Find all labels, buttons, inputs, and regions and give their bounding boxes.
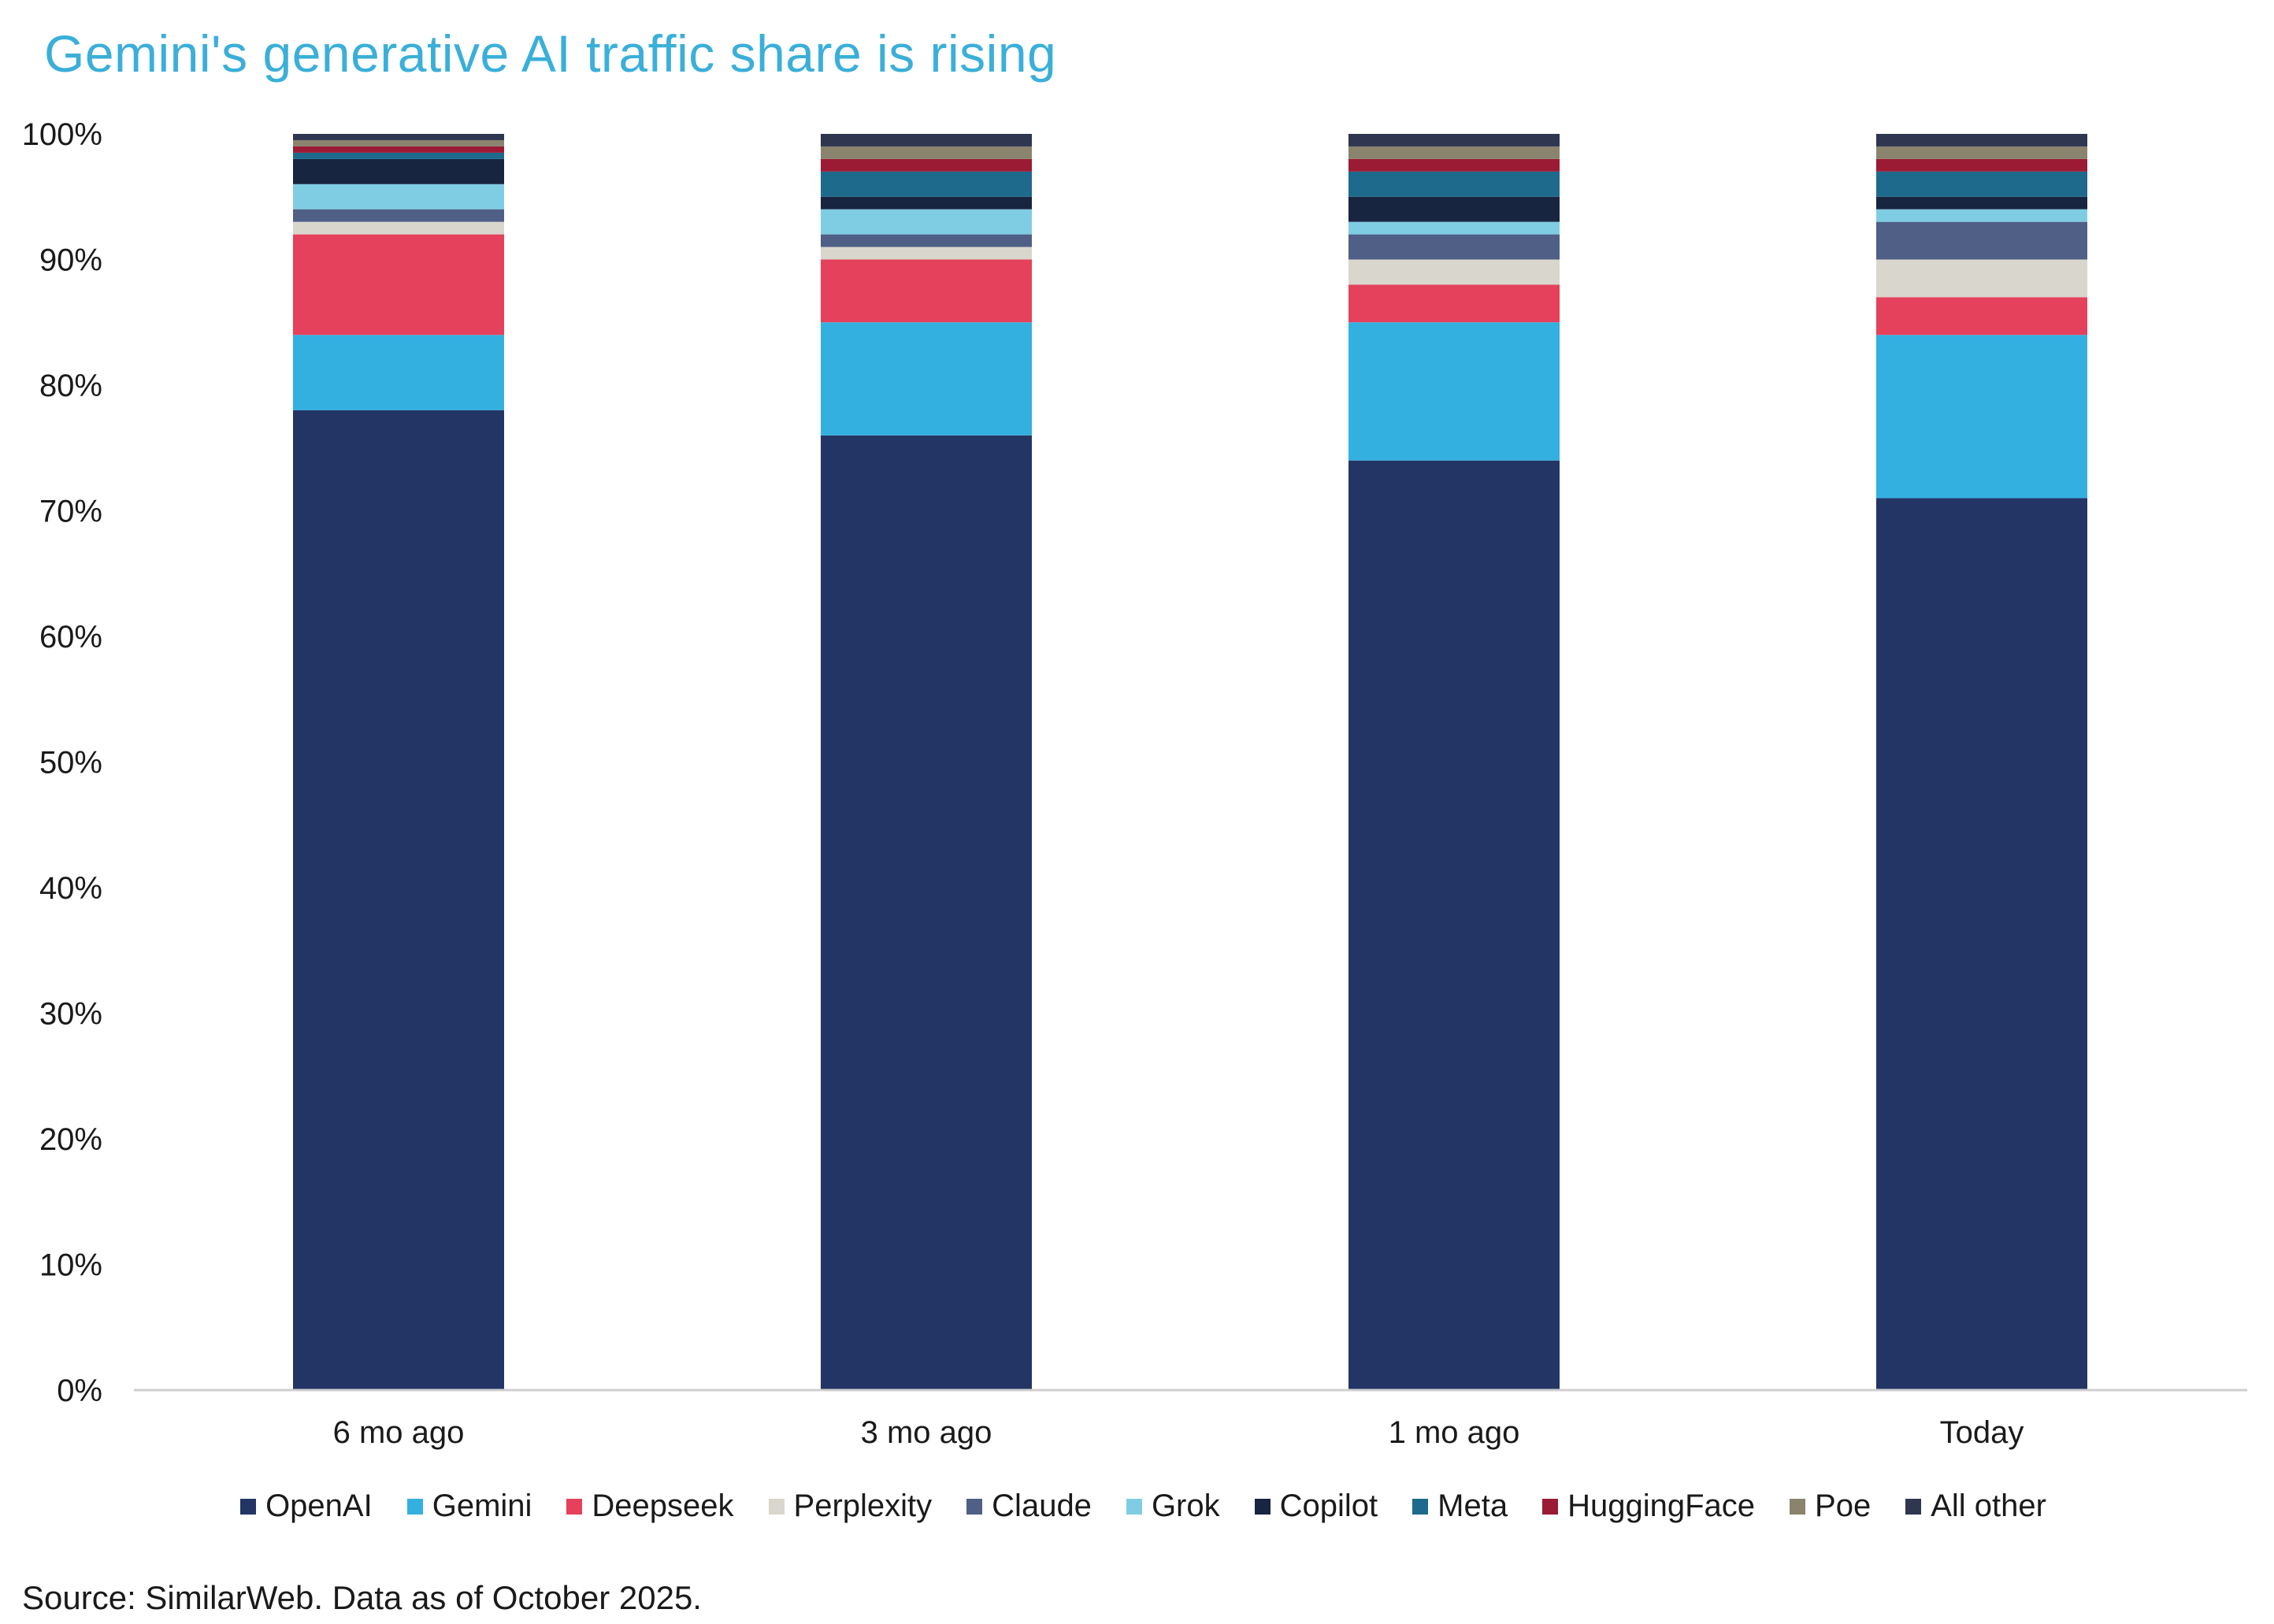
legend-swatch <box>1254 1498 1271 1515</box>
bar-segment-huggingface <box>821 158 1032 172</box>
bar-segment-gemini <box>293 335 504 410</box>
y-tick-label: 60% <box>39 620 102 654</box>
bar-segment-grok <box>293 184 504 209</box>
legend-item: Copilot <box>1254 1489 1378 1524</box>
bar-segment-copilot <box>293 158 504 184</box>
legend-swatch <box>1412 1498 1429 1515</box>
bar-segment-perplexity <box>821 247 1032 260</box>
bar-segment-grok <box>1348 221 1560 235</box>
legend-swatch <box>1542 1498 1559 1515</box>
bar-segment-claude <box>293 209 504 222</box>
legend-swatch <box>240 1498 257 1515</box>
legend-label: HuggingFace <box>1567 1489 1756 1523</box>
bar-segment-claude <box>821 234 1032 247</box>
bar-segment-grok <box>1876 209 2087 222</box>
bar-stacks <box>293 134 2087 1391</box>
x-axis-tick-labels: 6 mo ago 3 mo ago 1 mo ago Today <box>333 1415 2024 1450</box>
y-tick-label: 20% <box>39 1122 102 1157</box>
legend-label: Perplexity <box>793 1489 933 1523</box>
legend-item: HuggingFace <box>1542 1489 1755 1524</box>
legend-swatch <box>1126 1498 1142 1515</box>
legend-label: Grok <box>1151 1489 1220 1523</box>
legend-label: Deepseek <box>592 1489 734 1523</box>
y-tick-label: 100% <box>22 117 102 152</box>
bar-segment-poe <box>293 139 504 146</box>
legend-swatch <box>406 1498 423 1515</box>
bar-segment-poe <box>1348 146 1560 159</box>
legend-swatch <box>566 1498 583 1515</box>
bar-segment-claude <box>1348 234 1560 260</box>
legend-label: Gemini <box>432 1489 532 1523</box>
chart-title: Gemini's generative AI traffic share is … <box>44 24 1057 83</box>
legend-label: All other <box>1931 1489 2046 1523</box>
bar-segment-huggingface <box>1876 158 2087 172</box>
legend-item: Deepseek <box>566 1489 734 1524</box>
y-tick-label: 40% <box>39 871 102 906</box>
legend-swatch <box>1790 1498 1806 1515</box>
legend-swatch <box>1905 1498 1922 1515</box>
bar-segment-gemini <box>1348 322 1560 461</box>
bar-segment-all-other <box>1348 134 1560 146</box>
y-tick-label: 50% <box>39 746 102 780</box>
source-note: Source: SimilarWeb. Data as of October 2… <box>22 1579 702 1616</box>
legend-item: Poe <box>1790 1489 1871 1524</box>
y-tick-label: 80% <box>39 369 102 403</box>
y-tick-label: 70% <box>39 495 102 529</box>
x-tick-label: 1 mo ago <box>1389 1415 1520 1450</box>
y-axis-tick-labels: 0% 10% 20% 30% 40% 50% 60% 70% 80% 90% 100% <box>22 117 102 1408</box>
bar-segment-meta <box>1348 171 1560 197</box>
bar-segment-copilot <box>1348 196 1560 222</box>
y-tick-label: 90% <box>39 243 102 278</box>
legend-item: Grok <box>1126 1489 1220 1524</box>
bar-segment-openai <box>1348 460 1560 1391</box>
legend-item: OpenAI <box>240 1489 373 1524</box>
bar-segment-meta <box>821 171 1032 197</box>
y-tick-label: 30% <box>39 997 102 1032</box>
y-tick-label: 10% <box>39 1248 102 1283</box>
bar-segment-deepseek <box>293 234 504 336</box>
bar-segment-all-other <box>821 134 1032 146</box>
bar-segment-meta <box>1876 171 2087 197</box>
legend-label: Copilot <box>1279 1489 1378 1523</box>
bar-segment-claude <box>1876 221 2087 260</box>
bar-segment-huggingface <box>1348 158 1560 172</box>
legend-item: All other <box>1905 1489 2046 1524</box>
bar-segment-poe <box>821 146 1032 159</box>
bar-segment-gemini <box>1876 335 2087 499</box>
bar-segment-all-other <box>1876 134 2087 146</box>
legend-label: Claude <box>992 1489 1092 1523</box>
legend-label: Meta <box>1437 1489 1508 1523</box>
x-tick-label: 6 mo ago <box>333 1415 465 1450</box>
bar-segment-poe <box>1876 146 2087 159</box>
bar-segment-gemini <box>821 322 1032 436</box>
bar-segment-openai <box>293 410 504 1390</box>
legend-item: Meta <box>1412 1489 1508 1524</box>
bar-segment-all-other <box>293 134 504 140</box>
legend-swatch <box>966 1498 983 1515</box>
bar-segment-openai <box>821 435 1032 1390</box>
bar-segment-copilot <box>1876 196 2087 209</box>
bar-segment-grok <box>821 209 1032 235</box>
legend-item: Claude <box>966 1489 1092 1524</box>
bar-segment-perplexity <box>293 221 504 235</box>
bar-segment-openai <box>1876 498 2087 1390</box>
legend-swatch <box>768 1498 785 1515</box>
bar-segment-copilot <box>821 196 1032 209</box>
legend-label: OpenAI <box>265 1489 373 1523</box>
x-tick-label: 3 mo ago <box>861 1415 992 1450</box>
y-tick-label: 0% <box>57 1374 102 1408</box>
legend-label: Poe <box>1815 1489 1872 1523</box>
bar-segment-perplexity <box>1876 259 2087 298</box>
legend-item: Perplexity <box>768 1489 933 1524</box>
legend-item: Gemini <box>406 1489 532 1524</box>
bar-segment-deepseek <box>1876 297 2087 336</box>
chart-legend: OpenAI Gemini Deepseek Perplexity Claude Grok… <box>0 1489 2274 1524</box>
bar-segment-deepseek <box>821 259 1032 323</box>
x-tick-label: Today <box>1940 1415 2024 1450</box>
bar-segment-deepseek <box>1348 284 1560 323</box>
bar-segment-perplexity <box>1348 259 1560 285</box>
bar-segment-huggingface <box>293 146 504 153</box>
bar-segment-meta <box>293 152 504 159</box>
